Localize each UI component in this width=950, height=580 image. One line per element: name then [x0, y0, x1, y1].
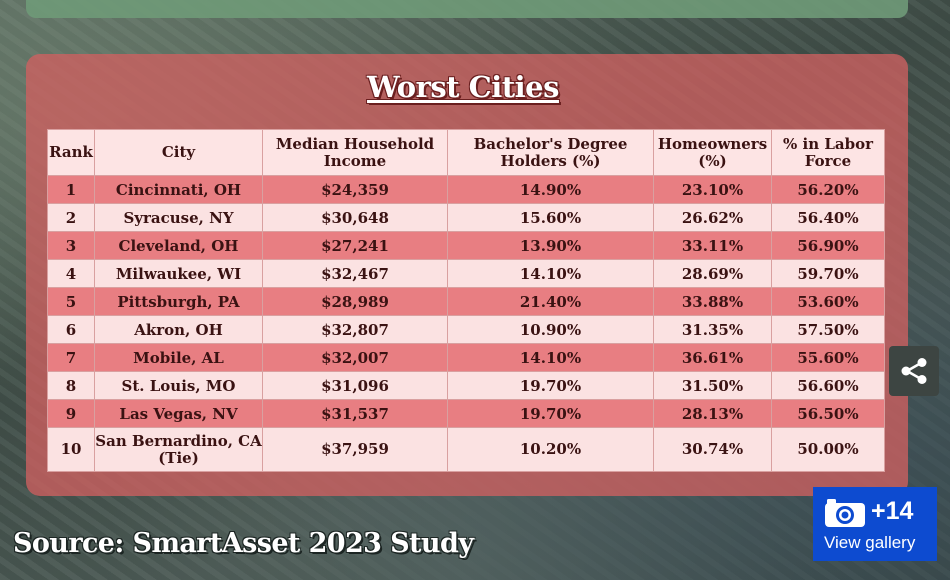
cell-rank: 3 — [47, 231, 95, 260]
cell-city: Pittsburgh, PA — [94, 287, 263, 316]
previous-panel — [26, 0, 908, 18]
cell-bachelors: 19.70% — [447, 399, 654, 428]
cell-rank: 6 — [47, 315, 95, 344]
cell-city: Cincinnati, OH — [94, 175, 263, 204]
cell-city: Mobile, AL — [94, 343, 263, 372]
gallery-count: +14 — [871, 497, 914, 525]
worst-cities-table: Rank City Median Household Income Bachel… — [47, 129, 885, 472]
cell-rank: 9 — [47, 399, 95, 428]
header-homeowners: Homeowners (%) — [653, 129, 772, 176]
panel-title: Worst Cities — [367, 70, 559, 104]
cell-income: $24,359 — [262, 175, 448, 204]
cell-bachelors: 19.70% — [447, 371, 654, 400]
cell-income: $31,096 — [262, 371, 448, 400]
table-row: 5 Pittsburgh, PA $28,989 21.40% 33.88% 5… — [47, 287, 885, 316]
cell-homeowners: 28.69% — [653, 259, 772, 288]
header-median-income: Median Household Income — [262, 129, 448, 176]
cell-rank: 4 — [47, 259, 95, 288]
cell-labor-force: 59.70% — [771, 259, 885, 288]
cell-homeowners: 28.13% — [653, 399, 772, 428]
cell-rank: 7 — [47, 343, 95, 372]
cell-city: San Bernardino, CA (Tie) — [94, 427, 263, 472]
cell-rank: 2 — [47, 203, 95, 232]
header-labor-force: % in Labor Force — [771, 129, 885, 176]
cell-homeowners: 23.10% — [653, 175, 772, 204]
cell-income: $32,467 — [262, 259, 448, 288]
camera-icon — [825, 499, 865, 527]
cell-city: Syracuse, NY — [94, 203, 263, 232]
cell-city: Las Vegas, NV — [94, 399, 263, 428]
cell-bachelors: 15.60% — [447, 203, 654, 232]
cell-homeowners: 33.88% — [653, 287, 772, 316]
table-row: 7 Mobile, AL $32,007 14.10% 36.61% 55.60… — [47, 343, 885, 372]
cell-income: $30,648 — [262, 203, 448, 232]
cell-labor-force: 57.50% — [771, 315, 885, 344]
cell-city: Cleveland, OH — [94, 231, 263, 260]
table-row: 10 San Bernardino, CA (Tie) $37,959 10.2… — [47, 427, 885, 472]
cell-bachelors: 21.40% — [447, 287, 654, 316]
cell-labor-force: 56.50% — [771, 399, 885, 428]
header-bachelors: Bachelor's Degree Holders (%) — [447, 129, 654, 176]
source-caption: Source: SmartAsset 2023 Study — [13, 528, 474, 559]
table-row: 8 St. Louis, MO $31,096 19.70% 31.50% 56… — [47, 371, 885, 400]
cell-bachelors: 10.90% — [447, 315, 654, 344]
cell-labor-force: 56.40% — [771, 203, 885, 232]
gallery-label: View gallery — [824, 533, 916, 552]
cell-income: $32,007 — [262, 343, 448, 372]
cell-labor-force: 50.00% — [771, 427, 885, 472]
share-button[interactable] — [889, 346, 939, 396]
table-row: 6 Akron, OH $32,807 10.90% 31.35% 57.50% — [47, 315, 885, 344]
cell-income: $37,959 — [262, 427, 448, 472]
cell-income: $27,241 — [262, 231, 448, 260]
table-row: 2 Syracuse, NY $30,648 15.60% 26.62% 56.… — [47, 203, 885, 232]
cell-bachelors: 13.90% — [447, 231, 654, 260]
cell-bachelors: 14.90% — [447, 175, 654, 204]
cell-bachelors: 10.20% — [447, 427, 654, 472]
cell-rank: 5 — [47, 287, 95, 316]
cell-rank: 1 — [47, 175, 95, 204]
cell-homeowners: 36.61% — [653, 343, 772, 372]
cell-bachelors: 14.10% — [447, 259, 654, 288]
cell-income: $32,807 — [262, 315, 448, 344]
cell-city: Akron, OH — [94, 315, 263, 344]
cell-homeowners: 26.62% — [653, 203, 772, 232]
cell-labor-force: 56.90% — [771, 231, 885, 260]
header-rank: Rank — [47, 129, 95, 176]
cell-rank: 8 — [47, 371, 95, 400]
cell-city: Milwaukee, WI — [94, 259, 263, 288]
table-row: 4 Milwaukee, WI $32,467 14.10% 28.69% 59… — [47, 259, 885, 288]
cell-city: St. Louis, MO — [94, 371, 263, 400]
cell-homeowners: 31.50% — [653, 371, 772, 400]
cell-income: $31,537 — [262, 399, 448, 428]
table-row: 1 Cincinnati, OH $24,359 14.90% 23.10% 5… — [47, 175, 885, 204]
cell-labor-force: 55.60% — [771, 343, 885, 372]
table-row: 3 Cleveland, OH $27,241 13.90% 33.11% 56… — [47, 231, 885, 260]
cell-homeowners: 30.74% — [653, 427, 772, 472]
cell-homeowners: 33.11% — [653, 231, 772, 260]
cell-labor-force: 56.20% — [771, 175, 885, 204]
table-row: 9 Las Vegas, NV $31,537 19.70% 28.13% 56… — [47, 399, 885, 428]
cell-income: $28,989 — [262, 287, 448, 316]
cell-labor-force: 56.60% — [771, 371, 885, 400]
cell-labor-force: 53.60% — [771, 287, 885, 316]
cell-homeowners: 31.35% — [653, 315, 772, 344]
table-header-row: Rank City Median Household Income Bachel… — [47, 129, 885, 176]
cell-bachelors: 14.10% — [447, 343, 654, 372]
view-gallery-button[interactable]: +14 View gallery — [813, 487, 937, 561]
cell-rank: 10 — [47, 427, 95, 472]
share-icon — [901, 358, 927, 384]
header-city: City — [94, 129, 263, 176]
